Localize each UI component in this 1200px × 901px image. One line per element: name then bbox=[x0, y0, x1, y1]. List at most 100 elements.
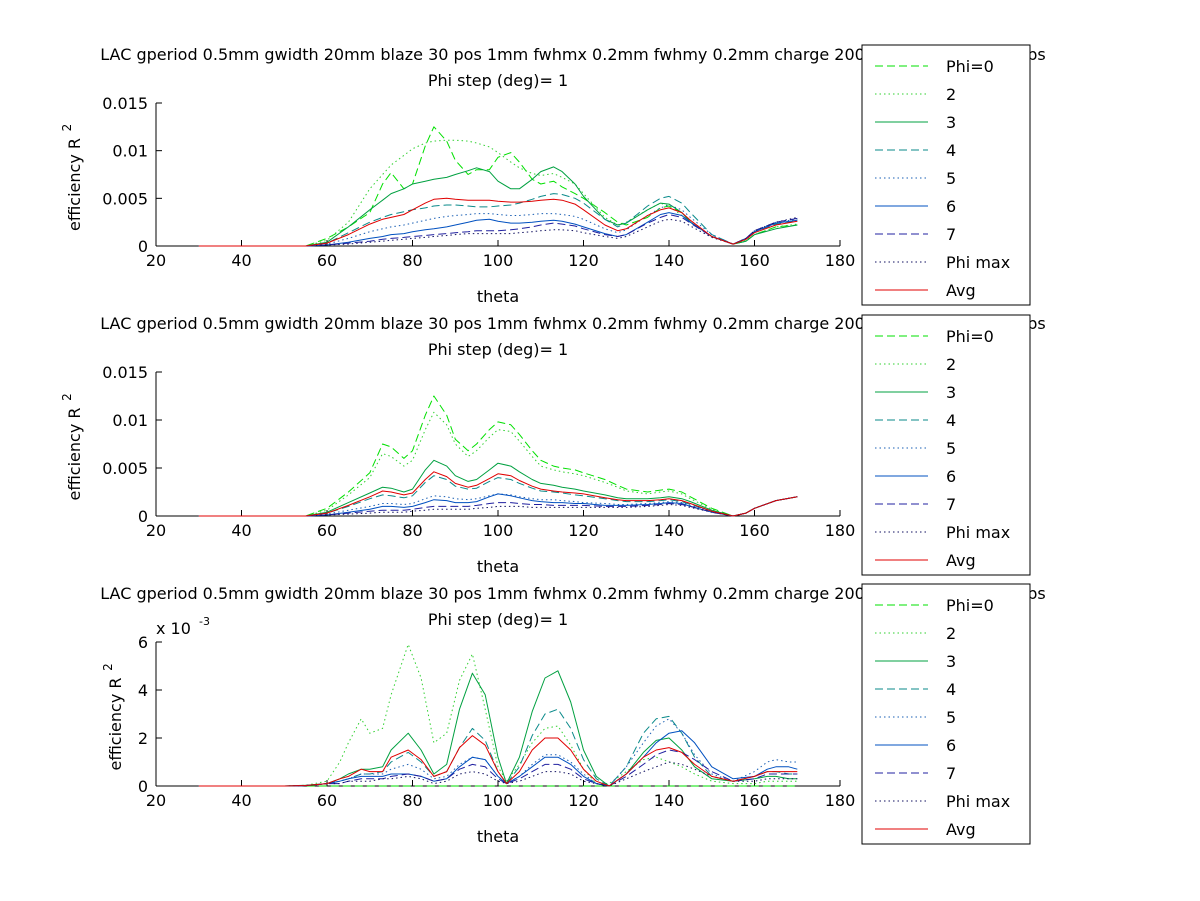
legend-label: Phi=0 bbox=[946, 57, 994, 76]
series-line-5 bbox=[198, 204, 798, 247]
x-tick-label: 180 bbox=[825, 791, 856, 810]
subplot-subtitle: Phi step (deg)= 1 bbox=[428, 340, 568, 359]
legend-label: Avg bbox=[946, 281, 976, 300]
y-tick-label: 0.01 bbox=[112, 142, 148, 161]
y-tick-label: 0.015 bbox=[102, 94, 148, 113]
y-axis-label-group: efficiency R 2 bbox=[60, 124, 84, 231]
series-line-4 bbox=[198, 193, 798, 247]
legend-label: 7 bbox=[946, 764, 956, 783]
legend-label: Phi=0 bbox=[946, 327, 994, 346]
subplot-2: LAC gperiod 0.5mm gwidth 20mm blaze 30 p… bbox=[60, 314, 1046, 576]
y-tick-label: 0.005 bbox=[102, 459, 148, 478]
series-lines bbox=[198, 126, 798, 247]
x-tick-label: 120 bbox=[568, 791, 599, 810]
legend-label: 6 bbox=[946, 467, 956, 486]
y-tick-label: 0 bbox=[138, 507, 148, 526]
x-tick-label: 120 bbox=[568, 251, 599, 270]
x-tick-label: 180 bbox=[825, 521, 856, 540]
y-tick-label: 4 bbox=[138, 681, 148, 700]
x-tick-label: 140 bbox=[654, 251, 685, 270]
subplot-title: LAC gperiod 0.5mm gwidth 20mm blaze 30 p… bbox=[100, 314, 1045, 333]
x-tick-label: 140 bbox=[654, 791, 685, 810]
legend-label: Phi=0 bbox=[946, 596, 994, 615]
subplot-1: LAC gperiod 0.5mm gwidth 20mm blaze 30 p… bbox=[60, 44, 1046, 306]
y-axis-label-sup: 2 bbox=[60, 393, 74, 401]
legend: Phi=0 2 3 4 5 6 7 Phi max Avg bbox=[861, 314, 1031, 576]
legend-label: 2 bbox=[946, 355, 956, 374]
x-tick-label: 80 bbox=[402, 791, 422, 810]
legend-label: 5 bbox=[946, 169, 956, 188]
series-line-6 bbox=[198, 212, 798, 247]
legend: Phi=0 2 3 4 5 6 7 Phi max Avg bbox=[861, 44, 1031, 306]
y-axis-label-group: efficiency R 2 bbox=[101, 663, 125, 770]
subplot-3: LAC gperiod 0.5mm gwidth 20mm blaze 30 p… bbox=[100, 583, 1046, 846]
series-line-phi-max bbox=[198, 216, 798, 247]
series-line-4 bbox=[198, 708, 798, 787]
x-tick-label: 40 bbox=[231, 251, 251, 270]
legend-label: 4 bbox=[946, 411, 956, 430]
y-axis-label: efficiency R bbox=[65, 138, 84, 231]
x-tick-label: 60 bbox=[317, 791, 337, 810]
legend-label: Phi max bbox=[946, 523, 1010, 542]
y-axis-label-sup: 2 bbox=[101, 663, 115, 671]
series-line-6 bbox=[198, 730, 798, 787]
series-line-7 bbox=[198, 749, 798, 787]
legend-label: 5 bbox=[946, 439, 956, 458]
legend-label: Phi max bbox=[946, 253, 1010, 272]
legend-label: 2 bbox=[946, 85, 956, 104]
x-tick-label: 40 bbox=[231, 791, 251, 810]
legend-label: 3 bbox=[946, 383, 956, 402]
subplot-title: LAC gperiod 0.5mm gwidth 20mm blaze 30 p… bbox=[100, 45, 1045, 64]
y-axis-label-group: efficiency R 2 bbox=[60, 393, 84, 500]
series-line-4 bbox=[198, 475, 798, 517]
series-line-3 bbox=[198, 459, 798, 517]
y-tick-label: 0.015 bbox=[102, 363, 148, 382]
series-line-phi-max bbox=[198, 496, 798, 517]
y-axis-label: efficiency R bbox=[106, 677, 125, 770]
y-tick-label: 6 bbox=[138, 633, 148, 652]
legend-label: 7 bbox=[946, 495, 956, 514]
y-exponent-sup: -3 bbox=[199, 615, 210, 628]
series-line-6 bbox=[198, 493, 798, 517]
x-tick-label: 100 bbox=[483, 251, 514, 270]
x-axis-label: theta bbox=[477, 827, 519, 846]
series-line-7 bbox=[198, 496, 798, 517]
x-axis-label: theta bbox=[477, 287, 519, 306]
subplot-subtitle: Phi step (deg)= 1 bbox=[428, 610, 568, 629]
subplot-title: LAC gperiod 0.5mm gwidth 20mm blaze 30 p… bbox=[100, 584, 1045, 603]
x-tick-label: 60 bbox=[317, 521, 337, 540]
x-tick-label: 160 bbox=[739, 251, 770, 270]
series-line-avg bbox=[198, 471, 798, 517]
x-tick-label: 160 bbox=[739, 791, 770, 810]
y-axis-label: efficiency R bbox=[65, 407, 84, 500]
series-lines bbox=[198, 643, 798, 787]
legend-label: 3 bbox=[946, 113, 956, 132]
x-tick-label: 140 bbox=[654, 521, 685, 540]
series-line-avg bbox=[198, 197, 798, 247]
x-tick-label: 20 bbox=[146, 791, 166, 810]
series-lines bbox=[198, 395, 798, 517]
x-tick-label: 80 bbox=[402, 251, 422, 270]
y-tick-label: 0.005 bbox=[102, 189, 148, 208]
y-tick-label: 2 bbox=[138, 729, 148, 748]
series-line-3 bbox=[198, 670, 798, 787]
y-exponent-label: x 10 bbox=[156, 619, 191, 638]
legend-label: 6 bbox=[946, 197, 956, 216]
x-tick-label: 60 bbox=[317, 251, 337, 270]
x-tick-label: 20 bbox=[146, 251, 166, 270]
x-axis-label: theta bbox=[477, 557, 519, 576]
legend: Phi=0 2 3 4 5 6 7 Phi max Avg bbox=[861, 583, 1031, 845]
series-line-avg bbox=[198, 735, 798, 787]
x-tick-label: 80 bbox=[402, 521, 422, 540]
x-tick-label: 180 bbox=[825, 251, 856, 270]
x-tick-label: 100 bbox=[483, 791, 514, 810]
legend-label: Avg bbox=[946, 820, 976, 839]
y-tick-label: 0 bbox=[138, 777, 148, 796]
y-tick-label: 0.01 bbox=[112, 411, 148, 430]
legend-label: 6 bbox=[946, 736, 956, 755]
legend-label: Avg bbox=[946, 551, 976, 570]
x-tick-label: 120 bbox=[568, 521, 599, 540]
y-tick-label: 0 bbox=[138, 237, 148, 256]
legend-label: 4 bbox=[946, 141, 956, 160]
